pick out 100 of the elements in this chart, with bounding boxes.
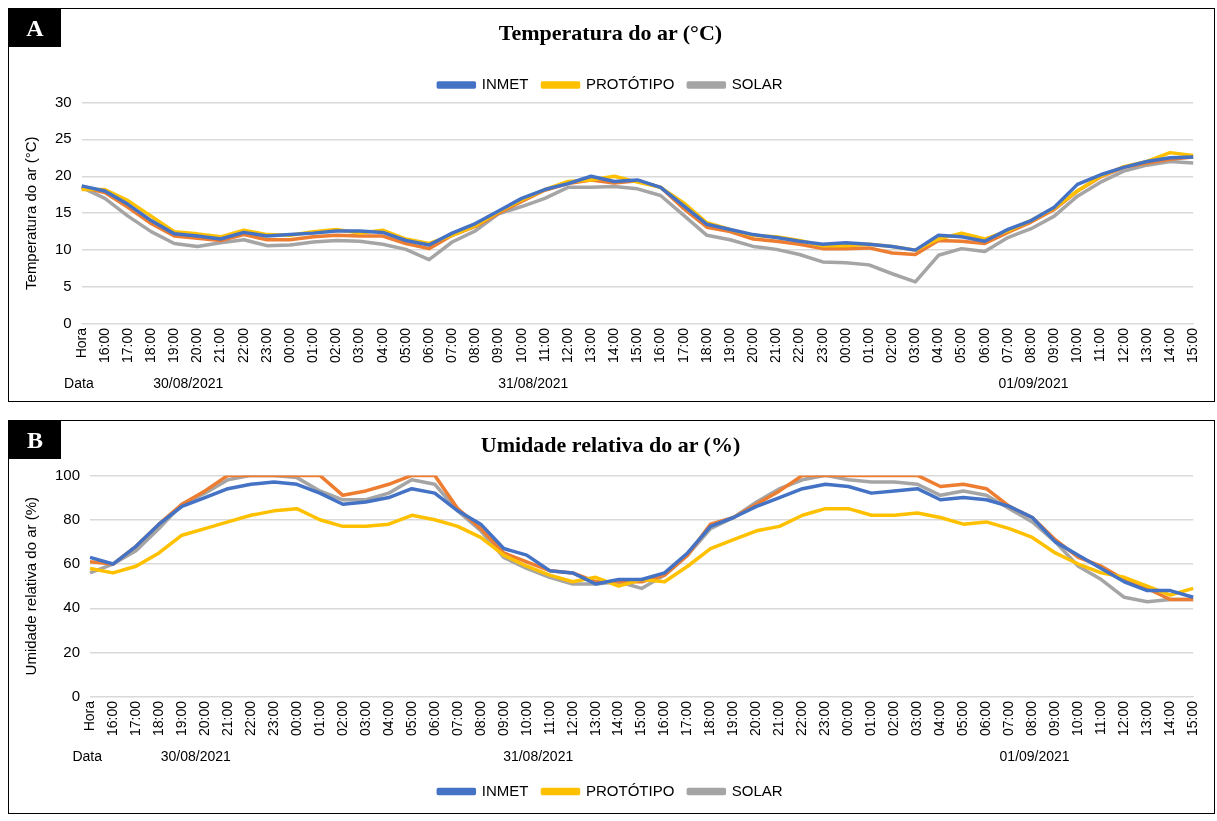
y-tick-label: 100 <box>55 465 81 483</box>
x-tick-label: 06:00 <box>419 327 436 364</box>
text: A <box>9 9 61 47</box>
x-tick-label: 20:00 <box>747 700 764 737</box>
legend-label: INMET <box>481 781 529 799</box>
x-tick-label: 21:00 <box>767 327 784 364</box>
x-tick-label: 18:00 <box>701 700 718 737</box>
x-tick-label: 15:00 <box>1184 700 1201 737</box>
x-tick-label: 12:00 <box>1114 327 1131 364</box>
x-tick-label: 12:00 <box>563 700 580 737</box>
x-tick-label: 05:00 <box>396 327 413 364</box>
x-tick-label: 16:00 <box>103 700 120 737</box>
x-tick-label: 16:00 <box>655 700 672 737</box>
x-tick-label: 12:00 <box>1115 700 1132 737</box>
x-tick-label: 01:00 <box>310 700 327 737</box>
x-tick-label: 10:00 <box>1068 327 1085 364</box>
x-tick-label: 14:00 <box>609 700 626 737</box>
x-tick-label: 09:00 <box>1046 700 1063 737</box>
x-tick-label: 14:00 <box>1160 327 1177 364</box>
x-tick-label: 14:00 <box>605 327 622 364</box>
x-tick-label: 16:00 <box>95 327 112 364</box>
x-tick-label: 20:00 <box>744 327 761 364</box>
x-tick-label: 08:00 <box>471 700 488 737</box>
x-tick-label: 03:00 <box>906 327 923 364</box>
x-tick-label: 00:00 <box>836 327 853 364</box>
y-axis-title: Umidade relativa do ar (%) <box>22 496 40 676</box>
x-tick-label: 14:00 <box>1161 700 1178 737</box>
x-tick-label: 18:00 <box>697 327 714 364</box>
x-tick-label: 05:00 <box>952 327 969 364</box>
x-tick-label: 23:00 <box>264 700 281 737</box>
x-tick-label: 15:00 <box>1184 327 1201 364</box>
x-tick-label: 04:00 <box>379 700 396 737</box>
x-tick-label: 03:00 <box>356 700 373 737</box>
x-tick-label: 23:00 <box>257 327 274 364</box>
text: 01/09/2021 <box>998 374 1069 391</box>
x-tick-label: 22:00 <box>234 327 251 364</box>
chart-title: Umidade relativa do ar (%) <box>480 431 741 457</box>
x-tick-label: 23:00 <box>813 327 830 364</box>
x-tick-label: 08:00 <box>1021 327 1038 364</box>
x-tick-label: 00:00 <box>280 327 297 364</box>
x-tick-label: 01:00 <box>304 327 321 364</box>
x-tick-label: 09:00 <box>489 327 506 364</box>
x-tick-label: 02:00 <box>333 700 350 737</box>
x-tick-label: 07:00 <box>998 327 1015 364</box>
text: B <box>9 421 61 459</box>
x-tick-label: 02:00 <box>327 327 344 364</box>
text: 31/08/2021 <box>498 374 569 391</box>
x-tick-label: 22:00 <box>241 700 258 737</box>
x-tick-label: 11:00 <box>1091 327 1108 362</box>
x-tick-label: 03:00 <box>908 700 925 737</box>
x-tick-label: 04:00 <box>931 700 948 737</box>
x-tick-label: 08:00 <box>466 327 483 364</box>
x-tick-label: 11:00 <box>535 327 552 362</box>
x-tick-label: 09:00 <box>494 700 511 737</box>
text: Data <box>64 374 94 391</box>
x-tick-label: 06:00 <box>977 700 994 737</box>
text: 31/08/2021 <box>503 747 574 764</box>
x-tick-label: 10:00 <box>517 700 534 737</box>
x-tick-label: 00:00 <box>839 700 856 737</box>
y-tick-label: 25 <box>55 129 72 147</box>
y-tick-label: 80 <box>63 509 81 527</box>
x-tick-label: 23:00 <box>816 700 833 737</box>
text: 30/08/2021 <box>160 747 231 764</box>
x-tick-label: 20:00 <box>195 700 212 737</box>
x-tick-label: 03:00 <box>350 327 367 364</box>
y-tick-label: 15 <box>55 203 72 221</box>
x-tick-label: 19:00 <box>172 700 189 737</box>
x-tick-label: 08:00 <box>1023 700 1040 737</box>
x-tick-label: 17:00 <box>126 700 143 737</box>
x-tick-label: 17:00 <box>118 327 135 364</box>
x-tick-label: 07:00 <box>1000 700 1017 737</box>
y-tick-label: 10 <box>55 240 72 258</box>
x-tick-label: 19:00 <box>165 327 182 364</box>
legend-label: PROTÓTIPO <box>585 781 675 799</box>
y-tick-label: 0 <box>71 687 81 705</box>
x-tick-label: 20:00 <box>188 327 205 364</box>
y-tick-label: 60 <box>63 554 81 572</box>
x-tick-label: 21:00 <box>218 700 235 737</box>
legend-label: INMET <box>481 75 529 93</box>
x-tick-label: 09:00 <box>1045 327 1062 364</box>
x-tick-label: 21:00 <box>211 327 228 364</box>
x-tick-label: 07:00 <box>443 327 460 364</box>
x-tick-label: 18:00 <box>149 700 166 737</box>
x-tick-label: 13:00 <box>1138 700 1155 737</box>
y-tick-label: 0 <box>63 314 72 332</box>
x-tick-label: 16:00 <box>651 327 668 364</box>
x-tick-label: 06:00 <box>975 327 992 364</box>
x-tick-label: 15:00 <box>628 327 645 364</box>
x-tick-label: 02:00 <box>883 327 900 364</box>
x-tick-label: 17:00 <box>678 700 695 737</box>
x-tick-label: 19:00 <box>720 327 737 364</box>
legend-label: PROTÓTIPO <box>585 75 675 93</box>
text: 01/09/2021 <box>999 747 1070 764</box>
y-tick-label: 30 <box>55 92 72 110</box>
x-tick-label: 10:00 <box>512 327 529 364</box>
y-tick-label: 5 <box>63 277 72 295</box>
y-axis-title: Temperatura do ar (°C) <box>22 136 40 290</box>
x-tick-label: 05:00 <box>954 700 971 737</box>
text: Data <box>72 747 103 764</box>
x-tick-label: 15:00 <box>632 700 649 737</box>
